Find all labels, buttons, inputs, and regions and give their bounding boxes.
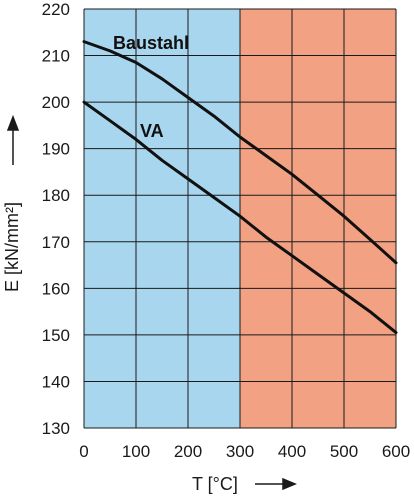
y-tick-label-190: 190 [42, 140, 70, 159]
series-label-va: VA [140, 121, 164, 141]
x-tick-label-100: 100 [122, 442, 150, 461]
y-tick-label-130: 130 [42, 419, 70, 438]
x-tick-label-200: 200 [174, 442, 202, 461]
y-tick-label-200: 200 [42, 93, 70, 112]
grid [83, 8, 397, 429]
y-tick-label-160: 160 [42, 279, 70, 298]
y-axis-arrow [6, 114, 20, 165]
series-label-baustahl: Baustahl [113, 33, 189, 53]
x-tick-label-300: 300 [226, 442, 254, 461]
y-tick-label-140: 140 [42, 372, 70, 391]
tick-labels: 0 100 200 300 400 500 600 130 140 150 160 170 180 190… [42, 0, 411, 461]
series-line-baustahl [82, 40, 398, 265]
y-tick-label-220: 220 [42, 0, 70, 19]
y-axis-label: E [kN/mm²] [2, 202, 22, 292]
y-tick-label-180: 180 [42, 186, 70, 205]
x-tick-label-500: 500 [330, 442, 358, 461]
x-axis-arrow [255, 477, 297, 491]
x-tick-label-400: 400 [278, 442, 306, 461]
region-0 [84, 9, 240, 428]
x-axis-label: T [°C] [192, 474, 238, 494]
x-tick-label-600: 600 [382, 442, 410, 461]
series-lines [82, 40, 398, 335]
series-line-va [82, 100, 398, 335]
y-tick-label-210: 210 [42, 47, 70, 66]
region-1 [240, 9, 396, 428]
y-tick-label-170: 170 [42, 233, 70, 252]
y-tick-label-150: 150 [42, 326, 70, 345]
x-tick-label-0: 0 [79, 442, 88, 461]
